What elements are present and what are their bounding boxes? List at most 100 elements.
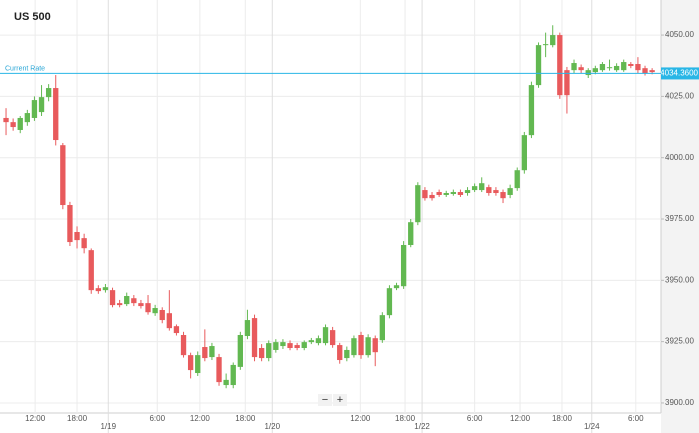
labels: 4050.00 4025.00 4000.00 3975.00 3950.00 3925.…: [0, 30, 699, 431]
candle-body: [60, 145, 66, 206]
candle-body: [351, 338, 357, 356]
candle-body: [67, 205, 73, 243]
candle-body: [287, 343, 293, 349]
candle-body: [301, 342, 307, 349]
candle-body: [621, 62, 627, 71]
candle-body: [116, 303, 123, 306]
candle-body: [258, 348, 265, 359]
candle-body: [443, 193, 449, 195]
x-tick-label: 6:00: [149, 414, 165, 423]
candle-body: [180, 335, 187, 356]
candle-body: [344, 349, 350, 359]
candle-body: [315, 338, 322, 344]
candle-body: [493, 190, 499, 194]
candle-body: [216, 357, 222, 383]
candle-body: [542, 44, 549, 46]
candle-body: [109, 290, 116, 306]
candle-body: [550, 35, 556, 46]
zoom-out[interactable]: −: [322, 394, 328, 406]
candle-body: [479, 183, 485, 191]
candle-body: [365, 337, 371, 356]
candle-body: [450, 192, 456, 194]
x-tick-label: 12:00: [510, 414, 531, 423]
candle-body: [599, 64, 606, 71]
y-tick-label: 4050.00: [665, 30, 694, 39]
candle-body: [294, 345, 300, 349]
candle-body: [358, 335, 364, 356]
candle-body: [202, 347, 208, 359]
candle-body: [280, 342, 286, 347]
x-tick-label: 18:00: [235, 414, 256, 423]
candle-body: [88, 250, 94, 291]
candle-body: [237, 335, 243, 367]
current-rate-name: Current Rate: [5, 65, 45, 72]
date-label: 1/24: [584, 422, 600, 431]
candle-body: [10, 122, 16, 128]
candle-body: [17, 117, 23, 130]
candle-body: [131, 298, 137, 304]
candle-body: [521, 135, 527, 171]
y-tick-label: 4025.00: [665, 91, 694, 100]
candle-body: [535, 45, 542, 86]
candle-body: [613, 65, 620, 71]
candle-body: [408, 222, 414, 246]
candle-body: [53, 88, 59, 141]
x-tick-label: 12:00: [190, 414, 211, 423]
y-tick-label: 3900.00: [665, 398, 694, 407]
candles: [3, 25, 655, 389]
candle-body: [102, 287, 109, 291]
candle-body: [528, 85, 535, 136]
candle-body: [81, 238, 87, 249]
candle-body: [429, 194, 435, 199]
candle-body: [138, 303, 144, 307]
y-tick-label: 3975.00: [665, 214, 694, 223]
candle-body: [386, 288, 393, 316]
candle-body: [606, 67, 613, 69]
candle-body: [223, 379, 229, 386]
candle-body: [244, 320, 251, 336]
candle-body: [251, 318, 258, 358]
x-tick-label: 6:00: [628, 414, 644, 423]
candle-body: [500, 192, 506, 199]
candle-body: [187, 355, 194, 371]
zoom-in[interactable]: +: [337, 394, 343, 406]
candle-body: [273, 342, 279, 350]
candle-body: [514, 170, 520, 189]
y-tick-label: 3950.00: [665, 275, 694, 284]
zoom-in-button[interactable]: [333, 394, 347, 406]
candle-body: [642, 68, 648, 74]
candle-body: [635, 64, 641, 71]
candle-body: [436, 192, 442, 195]
grid: [0, 0, 661, 433]
x-tick-label: 6:00: [467, 414, 483, 423]
candle-body: [124, 296, 130, 305]
candle-body: [308, 340, 314, 343]
candle-body: [337, 345, 343, 361]
candle-body: [24, 113, 30, 123]
candle-body: [166, 313, 172, 329]
date-label: 1/19: [100, 422, 116, 431]
candle-body: [379, 315, 385, 341]
candle-body: [329, 330, 336, 346]
candle-body: [266, 343, 272, 359]
x-tick-label: 12:00: [350, 414, 371, 423]
candle-body: [486, 187, 492, 194]
candle-body: [415, 185, 421, 223]
y-tick-label: 3925.00: [665, 337, 694, 346]
candle-body: [173, 326, 180, 334]
chart-title: US 500: [14, 11, 51, 23]
candle-body: [571, 63, 577, 71]
candle-body: [557, 35, 563, 96]
zoom-out-button[interactable]: [318, 394, 332, 406]
candle-body: [400, 245, 407, 287]
date-label: 1/22: [414, 422, 430, 431]
candle-body: [628, 64, 634, 66]
candle-body: [507, 188, 513, 195]
candle-body: [649, 70, 655, 73]
candle-body: [145, 303, 151, 313]
candle-body: [464, 190, 471, 194]
candle-body: [585, 70, 591, 76]
candle-body: [471, 186, 478, 191]
